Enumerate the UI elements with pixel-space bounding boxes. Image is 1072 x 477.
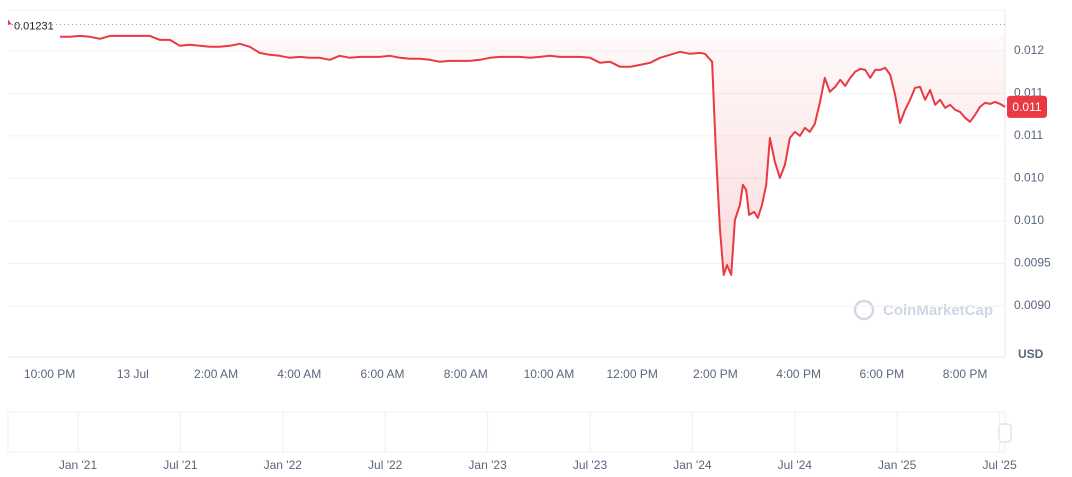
y-tick-label: 0.011 [1014, 128, 1043, 142]
reference-marker [8, 19, 12, 25]
navigator-label: Jul '23 [573, 458, 608, 472]
last-price-box [1007, 95, 1047, 118]
x-tick-label: 2:00 AM [194, 367, 238, 381]
navigator-label: Jul '25 [982, 458, 1017, 472]
navigator-label: Jan '23 [468, 458, 507, 472]
x-tick-label: 10:00 PM [24, 367, 75, 381]
x-tick-label: 12:00 PM [606, 367, 657, 381]
navigator-label: Jul '22 [368, 458, 403, 472]
navigator-label: Jan '22 [264, 458, 303, 472]
x-tick-label: 6:00 AM [360, 367, 404, 381]
y-tick-label: 0.0090 [1014, 298, 1051, 312]
y-tick-label: 0.0095 [1014, 256, 1051, 270]
navigator-label: Jul '21 [163, 458, 198, 472]
x-tick-label: 2:00 PM [693, 367, 738, 381]
watermark-logo [853, 299, 875, 321]
x-tick-label: 4:00 PM [776, 367, 821, 381]
navigator-label: Jan '24 [673, 458, 712, 472]
navigator-label: Jan '25 [878, 458, 917, 472]
x-tick-label: 4:00 AM [277, 367, 321, 381]
x-tick-label: 13 Jul [117, 367, 149, 381]
navigator-frame [7, 411, 1006, 453]
price-line [60, 34, 1006, 276]
x-tick-label: 8:00 PM [943, 367, 988, 381]
last-price-label: 0.011 [1012, 100, 1041, 114]
x-tick-label: 8:00 AM [444, 367, 488, 381]
navigator-handle[interactable] [998, 423, 1012, 443]
area-fill [60, 35, 1005, 275]
y-tick-label: 0.012 [1014, 43, 1044, 57]
x-tick-label: 10:00 AM [524, 367, 575, 381]
x-tick-label: 6:00 PM [859, 367, 904, 381]
y-tick-label: 0.010 [1014, 171, 1044, 185]
watermark: CoinMarketCap [883, 302, 993, 319]
navigator-label: Jul '24 [778, 458, 813, 472]
y-unit: USD [1018, 347, 1044, 361]
reference-label: 0.01231 [14, 20, 54, 32]
navigator-label: Jan '21 [59, 458, 98, 472]
y-tick-label: 0.010 [1014, 213, 1044, 227]
